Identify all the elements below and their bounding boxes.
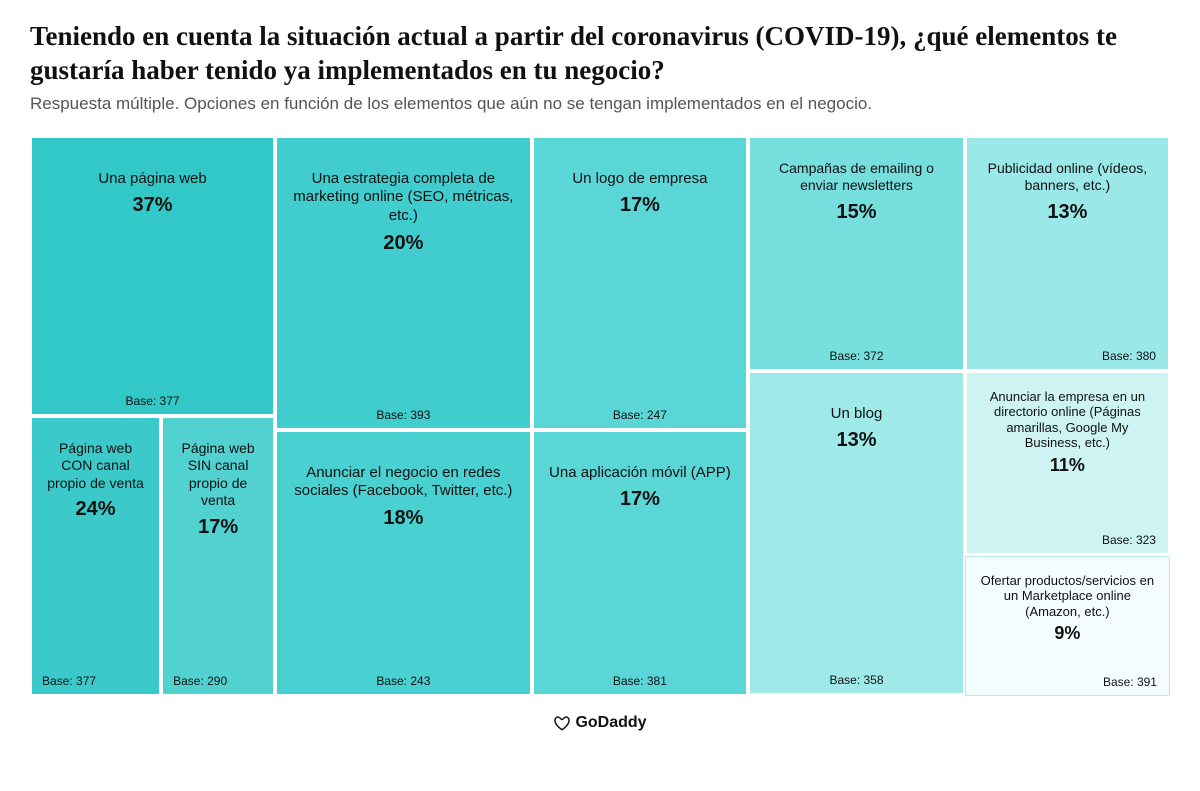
- cell-base: Base: 247: [613, 408, 667, 422]
- cell-percent: 11%: [1050, 455, 1085, 476]
- cell-label: Una página web: [98, 170, 206, 189]
- treemap-cell-blog: Un blog 13% Base: 358: [748, 371, 965, 696]
- cell-base: Base: 358: [829, 673, 883, 687]
- cell-label: Página web CON canal propio de venta: [45, 440, 147, 493]
- cell-percent: 17%: [620, 194, 660, 217]
- cell-label: Una aplicación móvil (APP): [549, 464, 731, 483]
- cell-percent: 24%: [76, 498, 116, 521]
- cell-percent: 13%: [1047, 201, 1087, 224]
- cell-base: Base: 377: [126, 394, 180, 408]
- cell-base: Base: 391: [1103, 675, 1157, 689]
- treemap-cell-web: Una página web 37% Base: 377: [30, 136, 275, 416]
- cell-base: Base: 377: [42, 674, 96, 688]
- cell-label: Campañas de emailing o enviar newsletter…: [765, 160, 948, 195]
- godaddy-logo-icon: [553, 714, 571, 732]
- cell-label: Un logo de empresa: [572, 170, 707, 189]
- treemap-cell-emailing: Campañas de emailing o enviar newsletter…: [748, 136, 965, 371]
- treemap-cell-redes: Anunciar el negocio en redes sociales (F…: [275, 430, 532, 696]
- cell-label: Publicidad online (vídeos, banners, etc.…: [981, 160, 1153, 195]
- chart-title: Teniendo en cuenta la situación actual a…: [30, 20, 1170, 88]
- cell-base: Base: 372: [829, 349, 883, 363]
- cell-label: Página web SIN canal propio de venta: [175, 440, 261, 510]
- treemap-cell-web-con: Página web CON canal propio de venta 24% B…: [30, 416, 161, 696]
- cell-percent: 18%: [383, 507, 423, 530]
- cell-label: Ofertar productos/servicios en un Market…: [980, 573, 1154, 620]
- cell-percent: 13%: [836, 429, 876, 452]
- treemap-cell-app: Una aplicación móvil (APP) 17% Base: 381: [532, 430, 749, 696]
- treemap-cell-logo: Un logo de empresa 17% Base: 247: [532, 136, 749, 430]
- cell-base: Base: 243: [376, 674, 430, 688]
- cell-label: Anunciar la empresa en un directorio onl…: [981, 389, 1153, 451]
- treemap-cell-publicidad: Publicidad online (vídeos, banners, etc.…: [965, 136, 1170, 371]
- treemap-cell-marketplace: Ofertar productos/servicios en un Market…: [965, 556, 1170, 696]
- cell-percent: 17%: [198, 516, 238, 539]
- cell-base: Base: 290: [173, 674, 227, 688]
- treemap-cell-marketing: Una estrategia completa de marketing onl…: [275, 136, 532, 430]
- cell-percent: 17%: [620, 488, 660, 511]
- cell-percent: 9%: [1054, 623, 1080, 644]
- cell-percent: 15%: [836, 201, 876, 224]
- cell-percent: 37%: [133, 194, 173, 217]
- treemap-cell-directorio: Anunciar la empresa en un directorio onl…: [965, 371, 1170, 556]
- cell-base: Base: 381: [613, 674, 667, 688]
- cell-base: Base: 380: [1102, 349, 1156, 363]
- cell-label: Una estrategia completa de marketing onl…: [293, 170, 514, 226]
- cell-base: Base: 323: [1102, 533, 1156, 547]
- cell-base: Base: 393: [376, 408, 430, 422]
- cell-label: Un blog: [831, 405, 883, 424]
- treemap-chart: Una página web37%Base: 377Página web CON…: [30, 136, 1170, 696]
- brand-footer: GoDaddy: [30, 714, 1170, 732]
- chart-subtitle: Respuesta múltiple. Opciones en función …: [30, 94, 1170, 114]
- cell-percent: 20%: [383, 232, 423, 255]
- treemap-cell-web-sin: Página web SIN canal propio de venta 17% B…: [161, 416, 275, 696]
- cell-label: Anunciar el negocio en redes sociales (F…: [293, 464, 514, 502]
- brand-name: GoDaddy: [575, 714, 646, 732]
